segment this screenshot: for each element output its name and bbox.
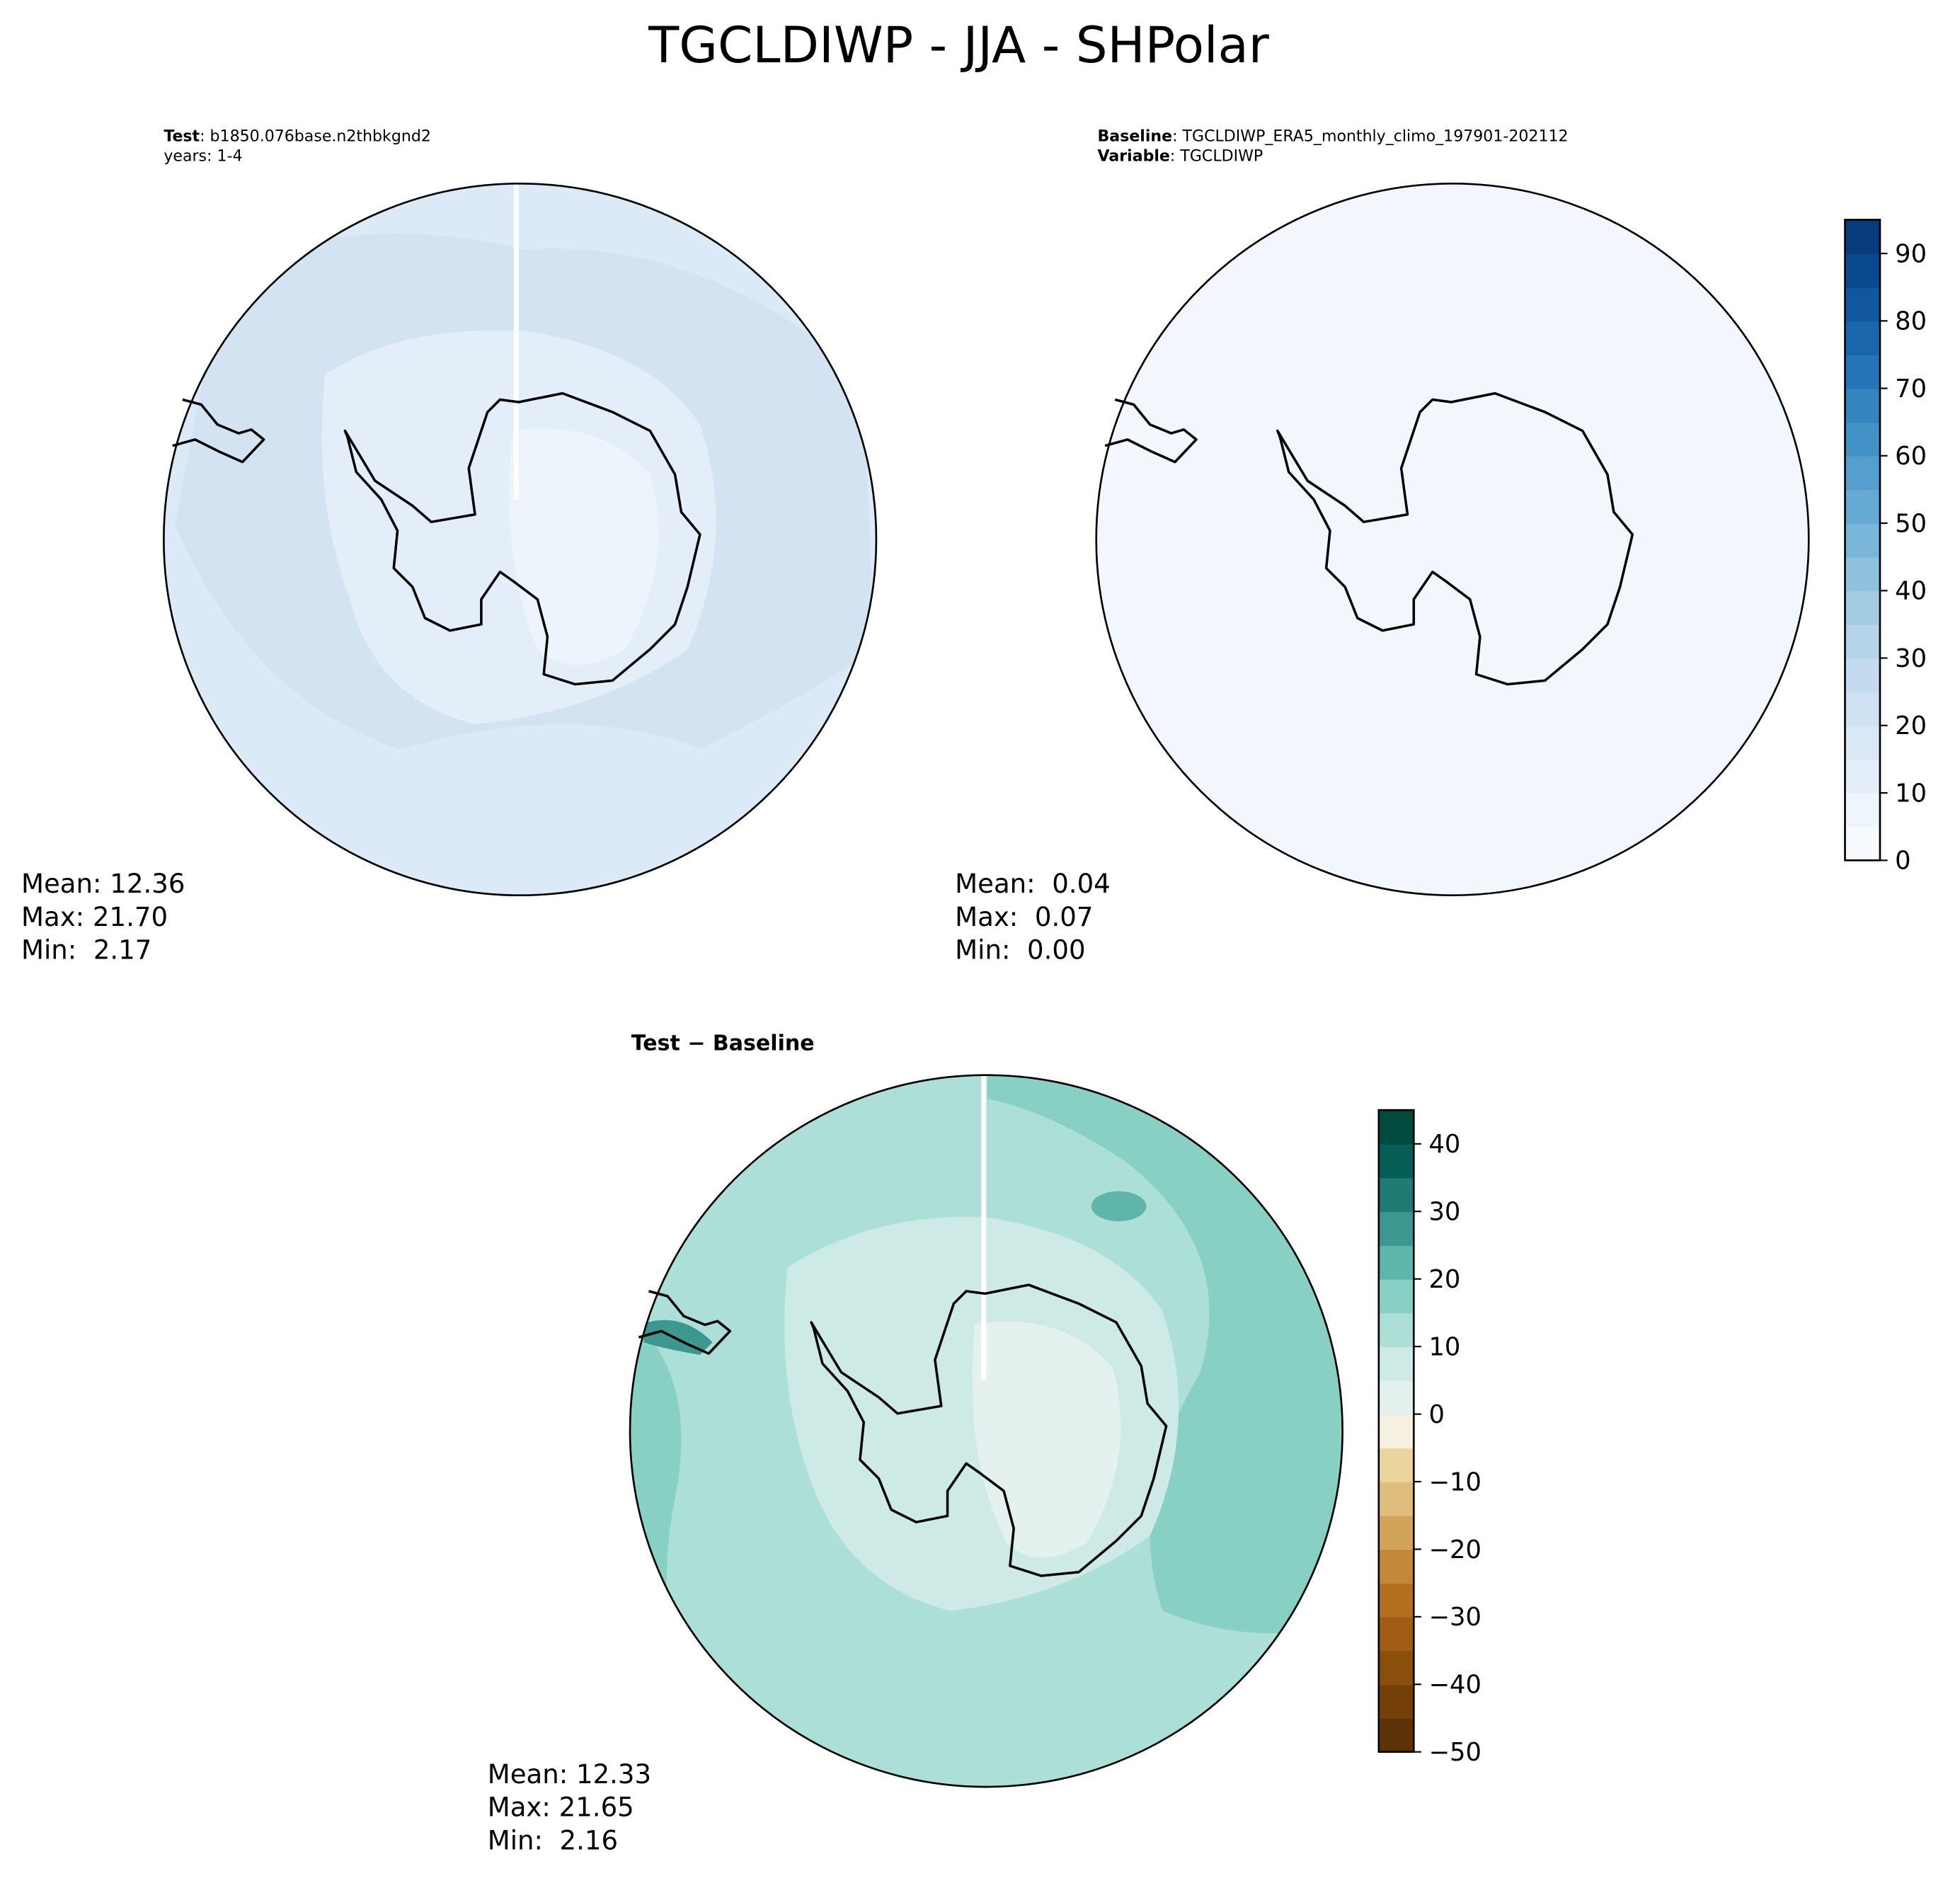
stat-text: Min: 2.17	[21, 935, 151, 966]
stat-text: Min: 0.00	[955, 935, 1085, 966]
colorbar-bin	[1378, 1245, 1414, 1280]
colorbar-bin	[1845, 422, 1880, 457]
panel-header: years: 1-4	[164, 148, 242, 166]
colorbar-tick-label: −40	[1428, 1671, 1482, 1700]
header-text: Variable	[1097, 148, 1169, 166]
colorbar-bin	[1378, 1211, 1414, 1246]
header-text: Test − Baseline	[631, 1031, 815, 1055]
colorbar-bin	[1378, 1177, 1414, 1213]
colorbar-bin	[1845, 556, 1880, 592]
colorbar-bin	[1378, 1143, 1414, 1179]
colorbar-bin	[1845, 692, 1880, 726]
colorbar-bin	[1378, 1312, 1414, 1348]
colorbar-tick-label: 10	[1895, 779, 1927, 808]
colorbar-bin	[1845, 658, 1880, 693]
colorbar-bin	[1378, 1278, 1414, 1314]
colorbar-tick-label: −20	[1428, 1535, 1482, 1564]
header-text: Baseline	[1097, 127, 1172, 145]
colorbar-bin	[1845, 725, 1880, 760]
stat-text: Max: 21.70	[21, 902, 168, 932]
colorbar-bin	[1378, 1583, 1414, 1618]
colorbar-bin	[1845, 321, 1880, 355]
colorbar-bin	[1378, 1380, 1414, 1415]
colorbar-bin	[1845, 388, 1880, 423]
stat-text: Max: 21.65	[488, 1792, 634, 1823]
colorbar-bin	[1378, 1448, 1414, 1482]
colorbar-tick-label: 20	[1428, 1265, 1460, 1294]
colorbar-tick-label: 10	[1428, 1332, 1460, 1361]
colorbar-bin	[1378, 1616, 1414, 1652]
header-text: : b1850.076base.n2thbkgnd2	[200, 127, 431, 145]
colorbar-bin	[1378, 1481, 1414, 1516]
panel-header: Test: b1850.076base.n2thbkgnd2	[164, 127, 431, 145]
map-test	[164, 183, 876, 896]
colorbar-bin	[1845, 590, 1880, 625]
colorbar-bin	[1378, 1346, 1414, 1381]
colorbar-tick-label: 50	[1895, 509, 1927, 538]
colorbar-tick-label: 40	[1428, 1130, 1460, 1159]
colorbar-tick-label: −50	[1428, 1738, 1482, 1767]
stat-text: Mean: 12.36	[21, 869, 185, 899]
colorbar-tick-label: 60	[1895, 442, 1927, 471]
colorbar-bin	[1845, 455, 1880, 491]
colorbar-bin	[1845, 523, 1880, 558]
colorbar-frame	[1377, 1109, 1415, 1753]
header-text: : TGCLDIWP_ERA5_monthly_climo_197901-202…	[1172, 127, 1568, 145]
colorbar-bin	[1845, 354, 1880, 389]
colorbar-bin	[1845, 624, 1880, 659]
colorbar-bin	[1378, 1549, 1414, 1584]
map-difference	[630, 1075, 1343, 1787]
colorbar-tick-label: 70	[1895, 374, 1927, 404]
colorbar-bin	[1378, 1718, 1414, 1753]
colorbar-tick-label: 20	[1895, 711, 1927, 740]
header-text: : TGCLDIWP	[1170, 148, 1263, 166]
colorbar-tick-label: 30	[1428, 1198, 1460, 1227]
panel-header: Variable: TGCLDIWP	[1097, 148, 1263, 166]
stat-text: Mean: 12.33	[488, 1759, 651, 1790]
panel-header: Baseline: TGCLDIWP_ERA5_monthly_climo_19…	[1097, 127, 1568, 145]
colorbar-bin	[1378, 1650, 1414, 1686]
colorbar-frame	[1844, 219, 1881, 862]
colorbar-bin	[1845, 793, 1880, 828]
colorbar-bin	[1378, 1515, 1414, 1550]
colorbar-tick-label: 30	[1895, 644, 1927, 673]
colorbar-bin	[1378, 1414, 1414, 1449]
colorbar-tick-label: 40	[1895, 577, 1927, 606]
stat-text: Max: 0.07	[955, 902, 1093, 932]
colorbar-bin	[1845, 219, 1880, 254]
colorbar-bin	[1378, 1110, 1414, 1145]
panel-header: Test − Baseline	[631, 1031, 815, 1055]
map-baseline	[1095, 182, 1810, 897]
colorbar-tick-label: 0	[1428, 1400, 1444, 1429]
colorbar-bin	[1845, 489, 1880, 524]
colorbar-bin	[1378, 1684, 1414, 1719]
colorbar-bin	[1845, 253, 1880, 288]
colorbar-tick-label: −10	[1428, 1468, 1482, 1497]
colorbar-bin	[1845, 826, 1880, 862]
header-text: years: 1-4	[164, 148, 242, 166]
colorbar-tick-label: −30	[1428, 1603, 1482, 1632]
colorbar-bin	[1845, 287, 1880, 322]
colorbar-bin	[1845, 759, 1880, 794]
colorbar-tick-label: 80	[1895, 307, 1927, 336]
stat-text: Mean: 0.04	[955, 869, 1111, 899]
colorbar-tick-label: 90	[1895, 239, 1927, 268]
colorbar-tick-label: 0	[1895, 847, 1910, 876]
figure-title: TGCLDIWP - JJA - SHPolar	[648, 16, 1270, 74]
stat-text: Min: 2.16	[488, 1825, 618, 1855]
header-text: Test	[164, 127, 200, 145]
